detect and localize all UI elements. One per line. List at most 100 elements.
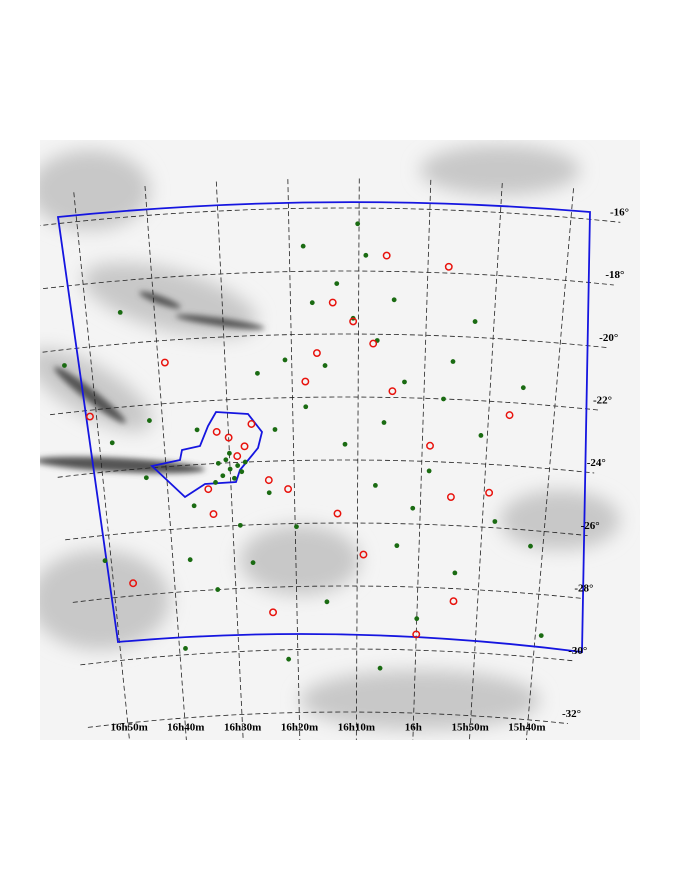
grid-line <box>80 648 575 666</box>
data-point <box>441 396 446 402</box>
data-point <box>117 309 123 315</box>
data-point <box>204 485 213 494</box>
data-point <box>382 251 391 260</box>
data-point <box>426 468 432 474</box>
data-point <box>450 359 456 364</box>
data-point <box>377 665 383 671</box>
data-point <box>388 387 397 396</box>
data-point <box>220 473 226 479</box>
data-point <box>147 418 152 423</box>
data-point <box>414 616 420 622</box>
data-point <box>402 379 407 385</box>
data-point <box>334 281 340 287</box>
data-point <box>520 385 526 391</box>
data-point <box>286 656 292 662</box>
data-point <box>342 441 348 447</box>
data-point <box>300 243 306 249</box>
data-point <box>226 450 232 456</box>
data-point <box>224 433 233 442</box>
data-point <box>446 493 455 501</box>
data-point <box>309 300 315 306</box>
y-tick-label: -18° <box>605 269 624 281</box>
cloud-boundary <box>150 411 263 499</box>
grid-line <box>72 585 582 603</box>
data-point <box>237 522 243 528</box>
data-point <box>264 476 273 485</box>
data-point <box>359 550 368 559</box>
data-point <box>381 420 387 425</box>
data-point <box>328 298 337 307</box>
x-tick-label: 16h30m <box>224 722 261 734</box>
x-tick-label: 16h40m <box>167 722 204 734</box>
grid-line <box>50 396 601 416</box>
data-point <box>538 633 544 638</box>
x-tick-label: 16h50m <box>111 722 148 734</box>
data-point <box>191 503 197 509</box>
data-point <box>355 221 361 227</box>
data-point <box>322 363 328 368</box>
grid-line <box>87 711 569 728</box>
x-tick-label: 16h <box>405 722 422 734</box>
data-point <box>282 357 288 363</box>
data-point <box>129 579 138 588</box>
data-point <box>410 505 416 511</box>
data-point <box>363 252 369 258</box>
data-point <box>86 412 94 421</box>
data-point <box>255 370 260 376</box>
data-point <box>250 560 256 566</box>
data-point <box>102 558 108 564</box>
data-point <box>235 463 241 468</box>
data-point <box>303 404 309 410</box>
data-point <box>266 490 272 496</box>
data-point <box>394 543 400 549</box>
data-point <box>242 459 248 465</box>
data-point <box>62 363 67 368</box>
data-point <box>369 339 378 348</box>
data-point <box>232 475 237 481</box>
data-point <box>240 442 249 451</box>
x-tick-label: 16h20m <box>281 722 318 734</box>
data-point <box>239 469 245 475</box>
data-point <box>233 452 242 461</box>
data-point <box>312 349 321 358</box>
data-point <box>272 427 278 432</box>
grid-line <box>65 522 588 541</box>
grid-line <box>57 459 595 478</box>
data-point <box>492 519 498 524</box>
y-tick-label: -26° <box>581 520 600 532</box>
data-point <box>247 420 256 428</box>
data-point <box>324 599 330 605</box>
y-tick-label: -20° <box>599 332 618 344</box>
data-point <box>143 475 149 481</box>
data-point <box>269 608 278 617</box>
data-point <box>452 570 458 576</box>
data-point <box>109 440 115 446</box>
x-tick-label: 15h50m <box>451 722 488 734</box>
data-point <box>183 646 188 651</box>
data-point <box>212 427 221 436</box>
y-tick-label: -30° <box>568 645 587 657</box>
y-tick-label: -22° <box>593 394 612 406</box>
data-point <box>412 630 421 639</box>
data-point <box>187 557 193 563</box>
data-point <box>333 509 342 518</box>
y-tick-label: -24° <box>587 457 606 469</box>
x-tick-label: 15h40m <box>508 722 545 734</box>
x-tick-label: 16h10m <box>338 722 375 734</box>
data-point <box>472 319 478 324</box>
survey-boundary <box>56 201 591 654</box>
y-tick-label: -28° <box>574 583 593 595</box>
data-point <box>391 297 397 303</box>
data-point <box>301 377 310 386</box>
data-point <box>223 457 229 463</box>
data-point <box>372 482 378 488</box>
y-tick-label: -16° <box>610 206 629 218</box>
data-point <box>215 587 221 592</box>
data-point <box>528 543 533 549</box>
data-point <box>209 510 218 519</box>
data-point <box>485 488 494 497</box>
data-point <box>505 411 514 420</box>
data-point <box>449 597 458 606</box>
